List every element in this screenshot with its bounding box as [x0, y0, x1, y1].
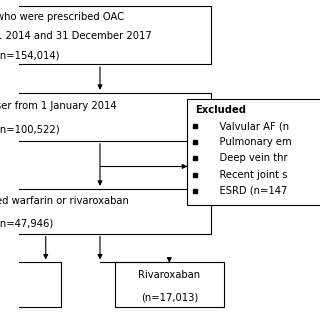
- Text: ESRD (n=147: ESRD (n=147: [207, 186, 287, 196]
- Text: (n=154,014): (n=154,014): [0, 50, 60, 60]
- Text: Excluded: Excluded: [195, 105, 246, 115]
- Text: Valvular AF (n: Valvular AF (n: [207, 121, 289, 131]
- Text: (n=17,013): (n=17,013): [141, 292, 198, 302]
- Text: Pulmonary em: Pulmonary em: [207, 137, 292, 147]
- FancyBboxPatch shape: [115, 262, 224, 307]
- FancyBboxPatch shape: [188, 99, 320, 205]
- Text: (n=100,522): (n=100,522): [0, 125, 60, 135]
- FancyBboxPatch shape: [0, 262, 61, 307]
- Text: ser from 1 January 2014: ser from 1 January 2014: [0, 101, 116, 111]
- Text: Recent joint s: Recent joint s: [207, 170, 287, 180]
- Text: Deep vein thr: Deep vein thr: [207, 154, 288, 164]
- Text: 1 2014 and 31 December 2017: 1 2014 and 31 December 2017: [0, 31, 152, 41]
- FancyBboxPatch shape: [0, 189, 212, 234]
- FancyBboxPatch shape: [0, 6, 212, 64]
- Text: Rivaroxaban: Rivaroxaban: [138, 270, 200, 280]
- Text: who were prescribed OAC: who were prescribed OAC: [0, 12, 124, 22]
- Text: ed warfarin or rivaroxaban: ed warfarin or rivaroxaban: [0, 196, 129, 206]
- Text: (n=47,946): (n=47,946): [0, 219, 53, 228]
- FancyBboxPatch shape: [0, 93, 212, 141]
